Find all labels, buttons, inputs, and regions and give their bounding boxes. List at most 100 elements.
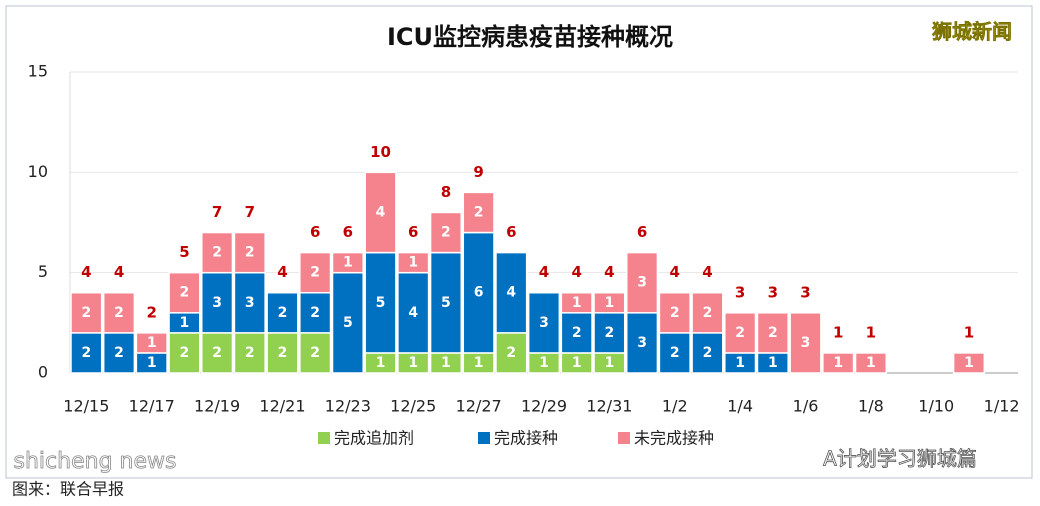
segment-label: 1 <box>408 255 418 271</box>
bar-segment <box>822 352 855 374</box>
x-tick-label: 1/2 <box>662 397 688 416</box>
segment-label: 1 <box>343 255 353 271</box>
total-label: 4 <box>114 263 124 281</box>
bar-segment <box>658 291 691 334</box>
segment-label: 2 <box>114 305 124 321</box>
x-tick-label: 1/10 <box>918 397 954 416</box>
legend-swatch <box>618 432 630 444</box>
total-label: 1 <box>964 323 974 341</box>
segment-label: 1 <box>441 355 451 371</box>
bar-segment <box>756 312 789 354</box>
segment-label: 2 <box>81 305 91 321</box>
segment-label: 3 <box>637 335 647 351</box>
footer-site: shicheng news <box>14 449 177 474</box>
segment-label: 1 <box>147 335 157 351</box>
total-label: 10 <box>370 143 391 161</box>
segment-label: 1 <box>964 355 974 371</box>
segment-label: 2 <box>278 305 288 321</box>
bar-segment <box>233 271 266 334</box>
bar-segment <box>299 332 332 374</box>
segment-label: 3 <box>637 275 647 291</box>
segment-label: 2 <box>441 225 451 241</box>
bar-segment <box>625 312 659 374</box>
x-tick-label: 1/4 <box>727 397 753 416</box>
segment-label: 1 <box>768 355 778 371</box>
bar-segment <box>560 291 593 314</box>
bar-segment <box>266 332 299 374</box>
bar-segment <box>168 271 201 314</box>
bar-segment <box>70 291 103 334</box>
bar-segment <box>299 251 332 294</box>
x-tick-label: 12/29 <box>521 397 567 416</box>
bar-segment <box>364 171 397 254</box>
bar-segment <box>364 251 397 354</box>
total-label: 4 <box>539 263 549 281</box>
bar-segment <box>658 332 691 374</box>
bar-segment <box>625 251 659 314</box>
total-label: 8 <box>441 183 451 201</box>
segment-label: 2 <box>212 245 222 261</box>
bar-segment <box>397 271 430 354</box>
segment-label: 2 <box>245 345 255 361</box>
bar-segment <box>135 332 168 354</box>
chart-title: ICU监控病患疫苗接种概况 <box>387 23 673 51</box>
total-label: 6 <box>408 223 418 241</box>
bar-segment <box>201 231 234 274</box>
bar-segment <box>462 191 495 234</box>
x-tick-label: 12/23 <box>325 397 371 416</box>
segment-label: 1 <box>408 355 418 371</box>
total-label: 9 <box>473 163 483 181</box>
total-label: 4 <box>571 263 581 281</box>
total-label: 1 <box>866 323 876 341</box>
total-label: 4 <box>604 263 614 281</box>
total-label: 4 <box>670 263 680 281</box>
bar-segment <box>331 271 364 374</box>
segment-label: 2 <box>735 325 745 341</box>
segment-label: 2 <box>245 245 255 261</box>
segment-label: 2 <box>768 325 778 341</box>
total-label: 6 <box>637 223 647 241</box>
x-tick-label: 12/19 <box>194 397 240 416</box>
watermark: 狮城新闻 <box>932 20 1012 44</box>
segment-label: 2 <box>703 305 713 321</box>
segment-label: 1 <box>866 355 876 371</box>
segment-label: 1 <box>147 355 157 371</box>
bar-segment <box>266 291 299 334</box>
bar-segment <box>724 312 757 354</box>
segment-label: 2 <box>670 305 680 321</box>
segment-label: 2 <box>605 325 615 341</box>
legend-label: 完成追加剂 <box>334 429 414 448</box>
total-label: 3 <box>800 283 810 301</box>
bar-segment <box>560 312 593 354</box>
bar-segment <box>789 312 822 374</box>
segment-label: 1 <box>180 315 190 331</box>
segment-label: 2 <box>506 345 516 361</box>
bar-segment <box>70 332 103 374</box>
bar-segment <box>952 352 986 374</box>
bar-segment <box>201 332 234 374</box>
segment-label: 2 <box>180 285 190 301</box>
x-tick-label: 1/12 <box>984 397 1020 416</box>
x-tick-label: 12/25 <box>390 397 436 416</box>
legend-swatch <box>478 432 490 444</box>
bar-segment <box>462 231 495 354</box>
total-label: 1 <box>833 323 843 341</box>
segment-label: 1 <box>376 355 386 371</box>
segment-label: 1 <box>605 355 615 371</box>
segment-label: 3 <box>245 295 255 311</box>
x-tick-label: 12/15 <box>63 397 109 416</box>
bar-segment <box>495 251 528 334</box>
x-tick-label: 12/31 <box>586 397 632 416</box>
segment-label: 1 <box>572 295 582 311</box>
x-tick-label: 12/17 <box>129 397 175 416</box>
segment-label: 2 <box>703 345 713 361</box>
total-label: 6 <box>506 223 516 241</box>
segment-label: 2 <box>278 345 288 361</box>
source: 图来：联合早报 <box>12 480 124 499</box>
bar-segment <box>201 271 234 334</box>
total-label: 3 <box>768 283 778 301</box>
y-tick-label: 5 <box>38 262 48 281</box>
chart-frame <box>5 5 1033 479</box>
bar-segment <box>102 291 136 334</box>
